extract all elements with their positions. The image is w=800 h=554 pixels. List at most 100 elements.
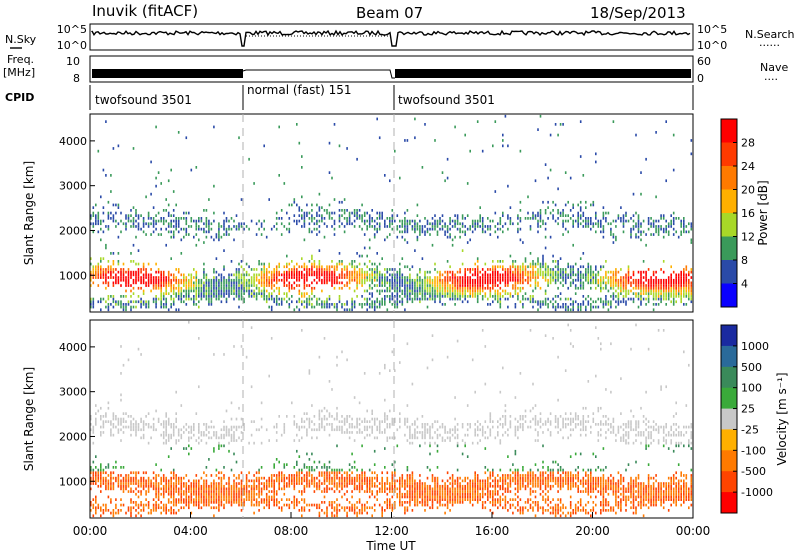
data-cell [306, 305, 308, 309]
data-cell [102, 468, 105, 472]
data-cell [306, 203, 308, 207]
data-cell [147, 278, 150, 282]
data-cell [650, 286, 652, 290]
data-cell [680, 295, 682, 298]
data-cell [404, 292, 406, 295]
data-cell [250, 289, 253, 293]
data-cell [318, 278, 321, 282]
data-cell [263, 484, 265, 488]
data-cell [130, 498, 132, 501]
data-cell [401, 276, 404, 279]
data-cell [208, 222, 210, 226]
data-cell [248, 295, 250, 298]
data-cell [542, 276, 544, 279]
data-cell [160, 479, 162, 483]
data-cell [286, 484, 288, 488]
data-cell [368, 303, 371, 306]
data-cell [431, 243, 434, 247]
data-cell [218, 278, 220, 282]
data-cell [378, 225, 381, 228]
data-cell [112, 415, 115, 418]
data-cell [205, 219, 208, 223]
data-cell [376, 273, 378, 277]
data-cell [514, 278, 517, 282]
data-cell [230, 260, 233, 263]
data-cell [100, 308, 102, 312]
data-cell [313, 262, 316, 266]
data-cell [597, 225, 600, 228]
data-cell [275, 295, 278, 298]
data-cell [253, 490, 255, 493]
data-cell [167, 214, 170, 217]
data-cell [162, 441, 165, 445]
data-cell [112, 471, 115, 475]
data-cell [293, 281, 296, 285]
data-cell [313, 468, 316, 472]
data-cell [391, 292, 394, 295]
data-cell [502, 225, 504, 228]
data-cell [97, 270, 100, 274]
data-cell [193, 503, 195, 507]
data-cell [172, 289, 175, 293]
data-cell [690, 300, 693, 304]
data-cell [298, 284, 301, 287]
data-cell [170, 214, 172, 217]
data-cell [502, 144, 504, 148]
data-cell [120, 393, 122, 397]
data-cell [105, 506, 107, 510]
data-cell [353, 509, 356, 512]
data-cell [213, 270, 215, 274]
data-cell [135, 423, 137, 426]
data-cell [190, 495, 193, 499]
data-cell [218, 292, 220, 295]
data-cell [502, 268, 504, 271]
data-cell [680, 230, 682, 234]
data-cell [145, 503, 147, 507]
data-cell [243, 490, 245, 493]
data-cell [670, 225, 672, 228]
data-cell [243, 300, 245, 304]
data-cell [539, 225, 542, 228]
data-cell [642, 286, 645, 290]
data-cell [323, 235, 326, 239]
data-cell [688, 297, 690, 301]
data-cell [260, 278, 263, 282]
data-cell [489, 281, 492, 285]
data-cell [461, 284, 464, 287]
data-cell [564, 303, 567, 306]
data-cell [429, 286, 431, 290]
data-cell [250, 433, 253, 437]
data-cell [527, 273, 529, 277]
data-cell [557, 278, 559, 282]
data-cell [341, 476, 343, 480]
data-cell [514, 281, 517, 285]
data-cell [539, 305, 542, 309]
data-cell [512, 295, 514, 298]
data-cell [507, 305, 509, 309]
data-cell [341, 487, 343, 491]
data-cell [230, 436, 233, 440]
data-cell [416, 297, 419, 301]
data-cell [394, 286, 396, 290]
data-cell [366, 289, 368, 293]
data-cell [278, 479, 280, 483]
data-cell [203, 501, 205, 504]
data-cell [140, 281, 142, 285]
data-cell [117, 509, 120, 512]
data-cell [233, 273, 235, 277]
data-cell [100, 227, 102, 231]
data-cell [328, 214, 331, 217]
data-cell [318, 484, 321, 488]
data-cell [316, 268, 318, 271]
data-cell [507, 281, 509, 285]
data-cell [321, 482, 323, 485]
data-cell [647, 289, 650, 293]
data-cell [595, 222, 597, 226]
data-cell [592, 200, 595, 204]
data-cell [228, 441, 230, 445]
data-cell [132, 423, 135, 426]
data-cell [499, 222, 502, 226]
data-cell [326, 297, 328, 301]
data-cell [489, 295, 492, 298]
data-cell [225, 233, 228, 236]
